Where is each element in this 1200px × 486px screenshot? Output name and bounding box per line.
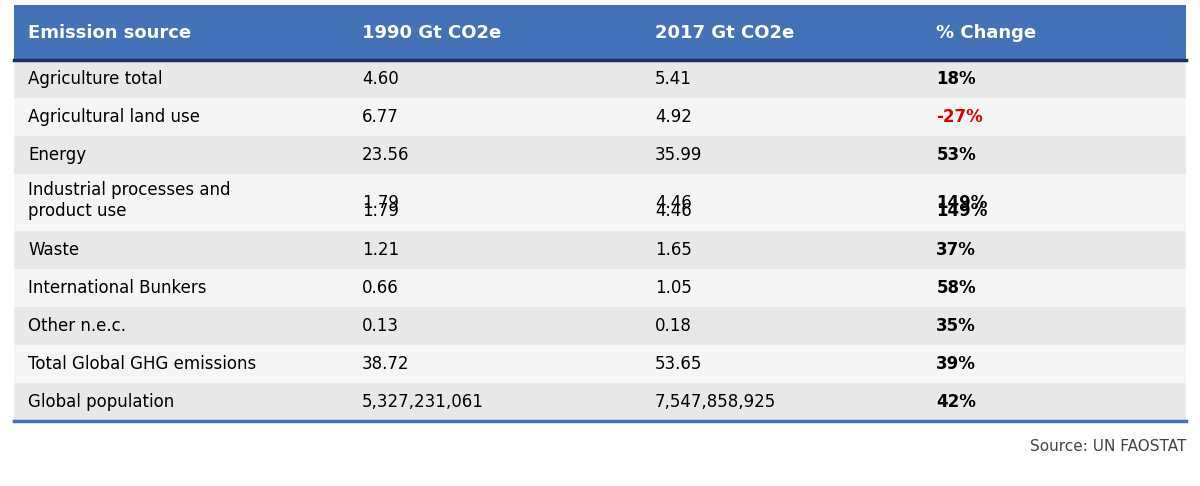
Text: 35%: 35% [936, 317, 976, 335]
Bar [14, 383, 1186, 421]
Bar [14, 345, 1186, 383]
Text: product use: product use [28, 202, 126, 220]
Text: -27%: -27% [936, 108, 983, 126]
Text: 5,327,231,061: 5,327,231,061 [362, 393, 484, 411]
Text: 2017 Gt CO2e: 2017 Gt CO2e [655, 23, 794, 41]
Text: 38.72: 38.72 [362, 355, 409, 373]
Text: International Bunkers: International Bunkers [28, 279, 206, 297]
Text: 0.18: 0.18 [655, 317, 692, 335]
Text: 1.79: 1.79 [362, 193, 398, 211]
Text: Agricultural land use: Agricultural land use [28, 108, 200, 126]
Bar [14, 5, 1186, 60]
Text: 1.21: 1.21 [362, 241, 400, 259]
Text: 4.46: 4.46 [655, 193, 692, 211]
Text: 4.92: 4.92 [655, 108, 692, 126]
Text: 7,547,858,925: 7,547,858,925 [655, 393, 776, 411]
Text: 4.46: 4.46 [655, 202, 692, 220]
Bar [14, 98, 1186, 136]
Text: Other n.e.c.: Other n.e.c. [28, 317, 126, 335]
Text: 18%: 18% [936, 70, 976, 88]
Bar [14, 269, 1186, 307]
Text: 53.65: 53.65 [655, 355, 702, 373]
Text: 39%: 39% [936, 355, 977, 373]
Text: Global population: Global population [28, 393, 174, 411]
Text: Energy: Energy [28, 146, 86, 164]
Text: 37%: 37% [936, 241, 977, 259]
Bar [14, 174, 1186, 231]
Bar [14, 136, 1186, 174]
Bar [14, 60, 1186, 98]
Text: Industrial processes and: Industrial processes and [28, 181, 230, 199]
Text: % Change: % Change [936, 23, 1037, 41]
Text: 1.05: 1.05 [655, 279, 692, 297]
Text: 4.60: 4.60 [362, 70, 398, 88]
Text: 6.77: 6.77 [362, 108, 398, 126]
Text: 23.56: 23.56 [362, 146, 409, 164]
Text: Waste: Waste [28, 241, 79, 259]
Text: Total Global GHG emissions: Total Global GHG emissions [28, 355, 257, 373]
Text: 0.66: 0.66 [362, 279, 398, 297]
Text: 5.41: 5.41 [655, 70, 692, 88]
Text: 35.99: 35.99 [655, 146, 702, 164]
Text: 1.65: 1.65 [655, 241, 692, 259]
Text: 58%: 58% [936, 279, 976, 297]
Text: 149%: 149% [936, 193, 988, 211]
Bar [14, 231, 1186, 269]
Text: 0.13: 0.13 [362, 317, 400, 335]
Text: 149%: 149% [936, 202, 988, 220]
Bar [14, 307, 1186, 345]
Text: Agriculture total: Agriculture total [28, 70, 162, 88]
Text: Emission source: Emission source [28, 23, 191, 41]
Text: 1990 Gt CO2e: 1990 Gt CO2e [362, 23, 502, 41]
Text: 53%: 53% [936, 146, 976, 164]
Text: 42%: 42% [936, 393, 977, 411]
Text: Source: UN FAOSTAT: Source: UN FAOSTAT [1030, 439, 1186, 454]
Text: 1.79: 1.79 [362, 202, 398, 220]
